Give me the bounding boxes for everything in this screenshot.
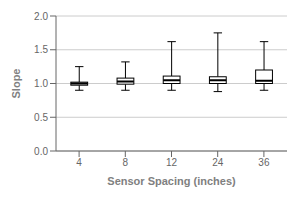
svg-text:Sensor Spacing (inches): Sensor Spacing (inches) — [107, 175, 236, 187]
svg-text:8: 8 — [123, 157, 129, 168]
svg-text:36: 36 — [258, 157, 270, 168]
svg-text:0.0: 0.0 — [34, 146, 48, 157]
svg-text:12: 12 — [166, 157, 178, 168]
svg-text:0.5: 0.5 — [34, 112, 48, 123]
svg-text:Slope: Slope — [10, 69, 22, 99]
svg-text:2.0: 2.0 — [34, 11, 48, 22]
svg-text:24: 24 — [212, 157, 224, 168]
svg-text:1.5: 1.5 — [34, 44, 48, 55]
svg-text:4: 4 — [76, 157, 82, 168]
svg-text:1.0: 1.0 — [34, 78, 48, 89]
